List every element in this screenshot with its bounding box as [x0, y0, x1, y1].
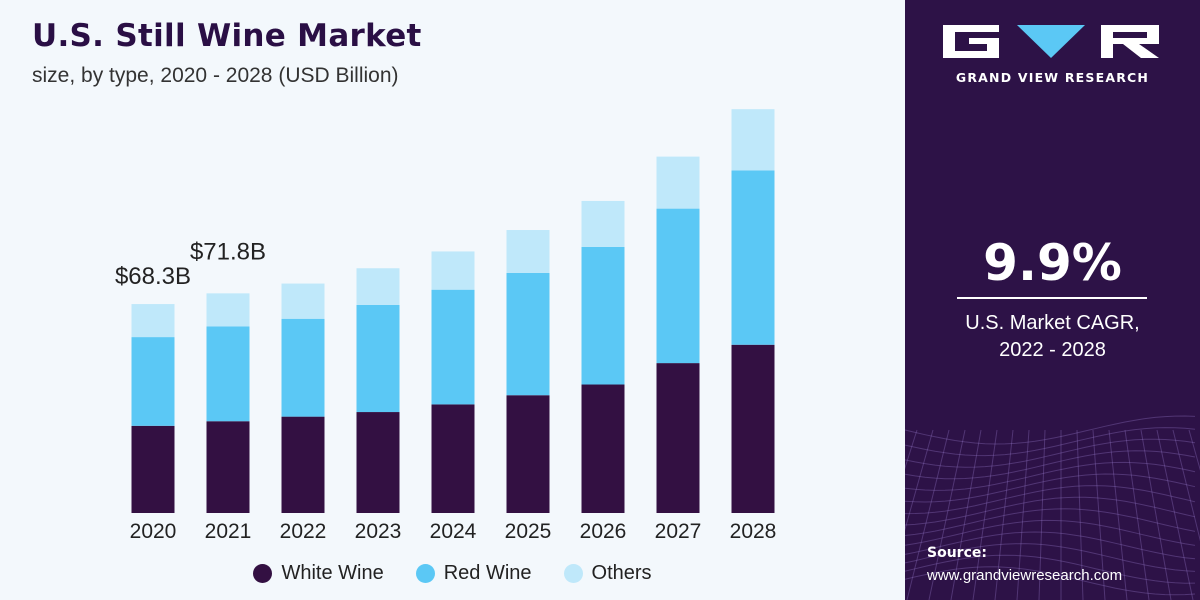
- bar-others-2020: [131, 304, 175, 338]
- legend-item-white-wine: White Wine: [253, 562, 384, 585]
- legend-item-others: Others: [563, 562, 652, 585]
- legend-label-white-wine: White Wine: [281, 562, 384, 584]
- info-panel: GRAND VIEW RESEARCH 9.9% U.S. Market CAG…: [905, 0, 1200, 600]
- bar-red-wine-2021: [206, 326, 250, 422]
- legend-label-others: Others: [591, 562, 652, 584]
- bar-others-2027: [656, 156, 700, 209]
- legend-swatch-red-wine: [415, 564, 435, 583]
- cagr-label-line1: U.S. Market CAGR,: [965, 312, 1140, 334]
- bar-others-2025: [506, 230, 550, 273]
- cagr-label-line2: 2022 - 2028: [999, 339, 1106, 361]
- bar-red-wine-2022: [281, 318, 325, 417]
- bar-red-wine-2020: [131, 337, 175, 426]
- bar-white-wine-2023: [356, 412, 400, 513]
- bar-red-wine-2025: [506, 272, 550, 396]
- bar-others-2023: [356, 268, 400, 305]
- chart-subtitle: size, by type, 2020 - 2028 (USD Billion): [32, 64, 399, 87]
- brand-name: GRAND VIEW RESEARCH: [955, 70, 1150, 85]
- bar-red-wine-2023: [356, 304, 400, 413]
- bar-white-wine-2026: [581, 384, 625, 513]
- bar-red-wine-2027: [656, 208, 700, 364]
- legend-item-red-wine: Red Wine: [415, 562, 532, 585]
- bar-red-wine-2026: [581, 246, 625, 385]
- bar-red-wine-2028: [731, 170, 775, 345]
- bar-white-wine-2024: [431, 404, 475, 513]
- bar-white-wine-2020: [131, 425, 175, 513]
- chart-title: U.S. Still Wine Market: [32, 18, 422, 54]
- x-tick-label-2026: 2026: [580, 520, 627, 543]
- bar-white-wine-2022: [281, 416, 325, 513]
- x-tick-label-2025: 2025: [505, 520, 552, 543]
- x-tick-label-2022: 2022: [280, 520, 327, 543]
- legend-swatch-white-wine: [253, 564, 273, 583]
- bar-red-wine-2024: [431, 289, 475, 405]
- cagr-label: U.S. Market CAGR, 2022 - 2028: [905, 310, 1200, 364]
- legend-label-red-wine: Red Wine: [443, 562, 532, 584]
- bar-others-2026: [581, 200, 625, 247]
- cagr-divider: [957, 297, 1147, 299]
- legend-swatch-others: [563, 564, 583, 583]
- bar-others-2028: [731, 109, 775, 171]
- grid-wave-background: [905, 415, 1200, 600]
- bar-others-2021: [206, 293, 250, 327]
- cagr-value: 9.9%: [983, 234, 1122, 292]
- source-label: Source:: [927, 545, 987, 561]
- bar-others-2024: [431, 251, 475, 290]
- gvr-logo-icon: [943, 25, 1159, 58]
- bar-white-wine-2027: [656, 363, 700, 513]
- x-tick-label-2027: 2027: [655, 520, 702, 543]
- bar-white-wine-2025: [506, 395, 550, 513]
- stacked-bar-chart: 2020 2021 2022 2023 2024 2025 2026 2027 2028 $68.…: [115, 109, 777, 543]
- x-tick-label-2020: 2020: [130, 520, 177, 543]
- chart-legend: White Wine Red Wine Others: [0, 562, 905, 585]
- x-tick-label-2021: 2021: [205, 520, 252, 543]
- x-tick-label-2023: 2023: [355, 520, 402, 543]
- bar-white-wine-2021: [206, 421, 250, 513]
- x-tick-label-2024: 2024: [430, 520, 477, 543]
- bar-white-wine-2028: [731, 344, 775, 513]
- total-label-2020: $68.3B: [115, 263, 191, 290]
- x-tick-label-2028: 2028: [730, 520, 777, 543]
- bar-others-2022: [281, 283, 325, 319]
- chart-area: U.S. Still Wine Market size, by type, 20…: [0, 0, 905, 600]
- total-label-2021: $71.8B: [190, 238, 266, 265]
- source-link[interactable]: www.grandviewresearch.com: [927, 567, 1123, 584]
